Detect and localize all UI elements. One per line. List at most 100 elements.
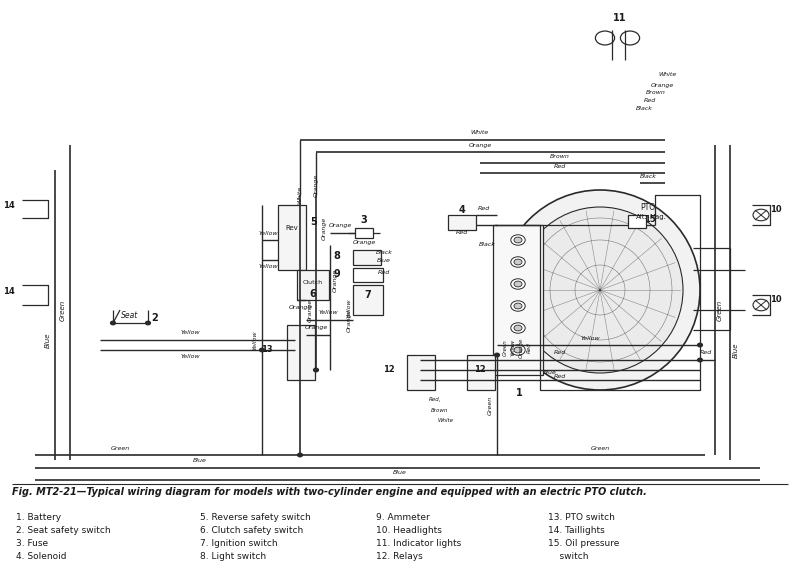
Bar: [628, 215, 646, 228]
Text: Yellow: Yellow: [180, 354, 200, 360]
Circle shape: [595, 31, 614, 45]
Circle shape: [621, 31, 640, 45]
Circle shape: [314, 368, 318, 372]
Text: Yellow: Yellow: [510, 339, 515, 357]
Text: 9. Ammeter: 9. Ammeter: [376, 513, 430, 523]
Text: Blue: Blue: [393, 470, 407, 476]
Text: 4. Solenoid: 4. Solenoid: [16, 552, 66, 561]
Text: Orange: Orange: [352, 240, 376, 245]
Text: Orange: Orange: [314, 173, 318, 197]
Text: 9: 9: [334, 269, 340, 279]
Text: Red: Red: [700, 350, 712, 356]
Text: Seat: Seat: [122, 310, 138, 320]
Circle shape: [146, 321, 150, 325]
Text: Alt.: Alt.: [636, 214, 648, 220]
Text: Green: Green: [487, 396, 493, 415]
Bar: [493, 225, 543, 375]
Circle shape: [110, 321, 115, 325]
Circle shape: [514, 259, 522, 265]
Text: 3: 3: [361, 215, 367, 225]
Text: Orange: Orange: [328, 223, 352, 229]
Text: Green: Green: [60, 299, 66, 321]
Text: Green: Green: [717, 299, 723, 321]
Text: Black: Black: [478, 242, 495, 248]
Text: Yellow: Yellow: [253, 330, 258, 350]
Text: Orange: Orange: [468, 143, 492, 147]
Text: Red,: Red,: [429, 397, 442, 403]
Text: Yellow: Yellow: [318, 310, 338, 316]
Text: 1. Battery: 1. Battery: [16, 513, 61, 523]
Circle shape: [511, 235, 526, 245]
Text: 14: 14: [3, 201, 15, 209]
Text: 14: 14: [3, 288, 15, 296]
Bar: [287, 325, 315, 380]
Bar: [297, 270, 329, 300]
Text: Orange: Orange: [322, 216, 326, 240]
Text: 12: 12: [474, 365, 486, 375]
Text: Red: Red: [378, 270, 390, 276]
Text: 6. Clutch safety switch: 6. Clutch safety switch: [200, 526, 303, 535]
Text: 14. Taillights: 14. Taillights: [548, 526, 605, 535]
Text: 2: 2: [152, 313, 158, 323]
Circle shape: [494, 353, 499, 357]
Text: Yellow: Yellow: [580, 335, 600, 340]
Text: 8. Light switch: 8. Light switch: [200, 552, 266, 561]
Text: Blue: Blue: [377, 259, 391, 263]
Text: 7: 7: [365, 290, 371, 300]
Text: 11: 11: [614, 13, 626, 23]
Text: Green: Green: [502, 340, 507, 356]
Text: Yellow: Yellow: [258, 230, 278, 235]
Circle shape: [511, 257, 526, 267]
Text: 13. PTO switch: 13. PTO switch: [548, 513, 615, 523]
Text: Fig. MT2-21—Typical wiring diagram for models with two-cylinder engine and equip: Fig. MT2-21—Typical wiring diagram for m…: [12, 487, 647, 497]
Text: 15. Oil pressure: 15. Oil pressure: [548, 539, 619, 548]
Text: Orange: Orange: [333, 269, 338, 292]
Text: 10: 10: [770, 295, 782, 305]
Text: White: White: [659, 72, 677, 78]
Text: Blue: Blue: [193, 459, 207, 463]
Text: Orange: Orange: [518, 338, 523, 358]
Text: Blue: Blue: [733, 342, 739, 358]
Circle shape: [514, 303, 522, 309]
Text: 15: 15: [644, 216, 656, 224]
Text: 2. Seat safety switch: 2. Seat safety switch: [16, 526, 110, 535]
Text: Yellow: Yellow: [258, 264, 278, 270]
Circle shape: [514, 281, 522, 287]
Text: Brown: Brown: [646, 90, 666, 96]
Bar: [407, 355, 435, 390]
Bar: [278, 205, 306, 270]
Circle shape: [511, 279, 526, 289]
Text: Black: Black: [639, 175, 657, 179]
Text: Red: Red: [554, 165, 566, 169]
Bar: [353, 250, 381, 265]
Text: Clutch: Clutch: [303, 281, 323, 285]
Text: 5. Reverse safety switch: 5. Reverse safety switch: [200, 513, 310, 523]
Bar: [355, 228, 373, 238]
Text: 7. Ignition switch: 7. Ignition switch: [200, 539, 278, 548]
Bar: [353, 268, 383, 282]
Circle shape: [298, 453, 302, 456]
Text: Red: Red: [554, 350, 566, 356]
Text: 10. Headlights: 10. Headlights: [376, 526, 442, 535]
Ellipse shape: [517, 207, 683, 373]
Text: switch: switch: [548, 552, 589, 561]
Circle shape: [698, 358, 702, 362]
Text: Blue: Blue: [543, 371, 557, 375]
Text: Red: Red: [526, 343, 531, 353]
Circle shape: [511, 345, 526, 355]
Text: Orange: Orange: [307, 298, 313, 322]
Circle shape: [698, 343, 702, 347]
Text: 5: 5: [310, 217, 318, 227]
Text: 4: 4: [458, 205, 466, 215]
Text: Black: Black: [375, 251, 393, 256]
Text: 8: 8: [333, 251, 340, 261]
Text: Brown: Brown: [431, 408, 449, 412]
Text: 13: 13: [262, 346, 273, 354]
Circle shape: [753, 299, 769, 311]
Text: Yellow: Yellow: [346, 298, 351, 318]
Circle shape: [514, 237, 522, 243]
Text: 6: 6: [310, 289, 316, 299]
Text: 10: 10: [770, 205, 782, 215]
Text: Red: Red: [478, 205, 490, 211]
Text: Red: Red: [554, 375, 566, 379]
